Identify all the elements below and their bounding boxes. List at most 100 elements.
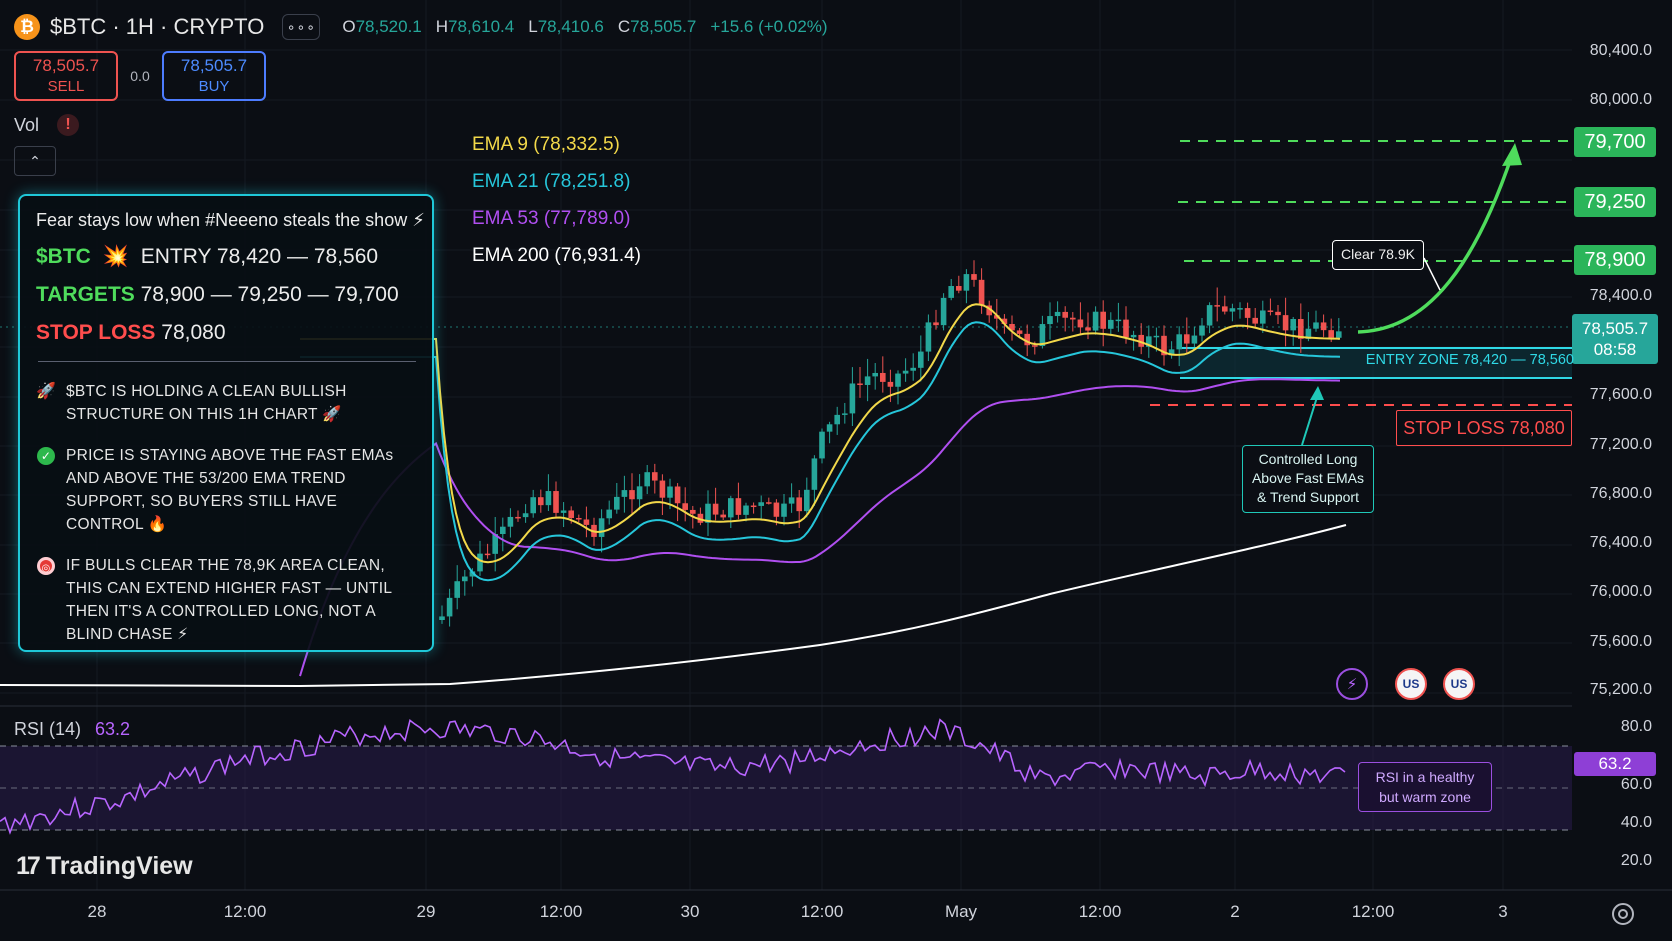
open-label: O [342,17,356,36]
bullish-candle [1168,349,1175,356]
ema-200-legend[interactable]: EMA 200 (76,931.4) [472,245,641,266]
tradingview-logo[interactable]: 17 TradingView [16,852,193,881]
bearish-candle [1001,318,1008,324]
bullish-candle [598,518,605,537]
tradingview-name: TradingView [45,852,193,880]
stop-loss-label: STOP LOSS [36,321,156,344]
bullish-candle [560,510,567,513]
bullish-candle [1305,328,1312,339]
bullet-breakout: ◎ IF BULLS CLEAR THE 78,9K AREA CLEAN, T… [36,554,416,646]
rsi-value-tag: 63.2 [1574,752,1656,776]
bearish-candle [986,305,992,316]
alert-icon[interactable]: ! [57,114,80,136]
sell-button[interactable]: 78,505.7 SELL [14,51,118,101]
bullish-candle [606,509,612,519]
bullish-candle [644,472,650,487]
bearish-candle [1298,319,1304,339]
bullish-candle [454,581,460,598]
collapse-indicators-button[interactable]: ⌃ [14,146,56,176]
ema-21-legend[interactable]: EMA 21 (78,251.8) [472,171,631,192]
bearish-candle [1244,308,1251,318]
us-flag-icon[interactable]: US [1443,668,1475,700]
more-options-button[interactable]: ∘∘∘ [282,14,321,40]
bullish-candle [1229,308,1236,312]
spread-value: 0.0 [130,68,150,84]
bearish-candle [887,381,894,387]
bearish-candle [1214,305,1220,307]
ema-9-legend[interactable]: EMA 9 (78,332.5) [472,134,620,155]
target-icon: ◎ [37,557,55,575]
time-axis-label: 2 [1230,902,1240,921]
bar-countdown: 08:58 [1593,340,1637,359]
symbol-title[interactable]: $BTC · 1H · CRYPTO [50,14,265,39]
clear-callout: Clear 78.9K [1332,240,1424,270]
bullish-candle [614,496,620,510]
buy-button[interactable]: 78,505.7 BUY [162,51,266,101]
bearish-candle [682,503,688,510]
time-axis-label: 3 [1498,902,1508,921]
bearish-candle [720,514,726,518]
rsi-legend[interactable]: RSI (14) 63.2 [14,719,130,740]
sell-label: SELL [47,78,85,95]
us-flag-icon[interactable]: US [1395,668,1427,700]
bearish-candle [1252,317,1258,324]
close-value: 78,505.7 [630,17,697,36]
bearish-candle [1123,319,1129,338]
bearish-candle [956,286,962,291]
bullish-candle [925,322,932,352]
bearish-candle [773,502,780,517]
bullish-candle [842,413,848,415]
open-value: 78,520.1 [355,17,422,36]
bullish-candle [477,553,483,572]
bearish-candle [735,498,742,515]
bullish-candle [1237,308,1243,310]
bitcoin-icon: ₿ [14,14,40,40]
bearish-candle [674,486,681,504]
bullish-candle [1054,311,1061,317]
trade-buttons: 78,505.7 SELL 0.0 78,505.7 BUY [14,51,266,101]
bullish-candle [530,497,536,514]
check-icon: ✓ [37,447,55,465]
entry-range: ENTRY 78,420 — 78,560 [140,245,379,268]
entry-zone-box [1180,348,1572,378]
bullish-candle [1153,335,1160,338]
bearish-candle [1009,323,1015,331]
lightning-icon[interactable]: ⚡ [1336,668,1368,700]
bearish-candle [1328,330,1334,338]
bullish-candle [728,498,734,518]
bullish-candle [1290,319,1296,331]
rsi-axis-label: 40.0 [1620,814,1652,831]
bullish-candle [1115,319,1122,322]
explosion-icon: 💥 [102,245,129,268]
bullish-candle [1092,311,1099,331]
settings-gear-icon[interactable] [1612,903,1634,925]
time-axis-label: 30 [680,902,700,921]
volume-indicator[interactable]: Vol ! [14,114,80,136]
buy-label: BUY [198,78,230,95]
bearish-candle [515,516,521,519]
bullish-candle [439,616,445,620]
panel-title: Fear stays low when #Neeeno steals the s… [36,210,425,230]
bullish-candle [1313,322,1319,329]
bullish-candle [462,576,468,582]
bullish-candle [895,373,901,387]
clear-callout-pointer [1423,257,1441,291]
bearish-candle [629,490,635,500]
sell-price: 78,505.7 [32,56,100,75]
bearish-candle [1070,317,1076,320]
bullish-candle [1047,316,1053,325]
ema-53-legend[interactable]: EMA 53 (77,789.0) [472,208,631,229]
bearish-candle [568,510,574,519]
bearish-candle [576,518,582,520]
stop-loss-line-text: STOP LOSS 78,080 [36,321,416,345]
bearish-candle [1077,319,1084,328]
bullish-candle [819,431,825,459]
time-axis-label: 28 [87,902,107,921]
entry-zone-label: ENTRY ZONE 78,420 — 78,560 [1365,352,1574,368]
bullish-candle [446,597,453,617]
bullish-candle [1176,334,1182,350]
rsi-axis-label: 20.0 [1620,852,1652,869]
rsi-label: RSI (14) [14,719,82,739]
volume-label: Vol [14,114,40,135]
targets-label: TARGETS [36,283,135,306]
